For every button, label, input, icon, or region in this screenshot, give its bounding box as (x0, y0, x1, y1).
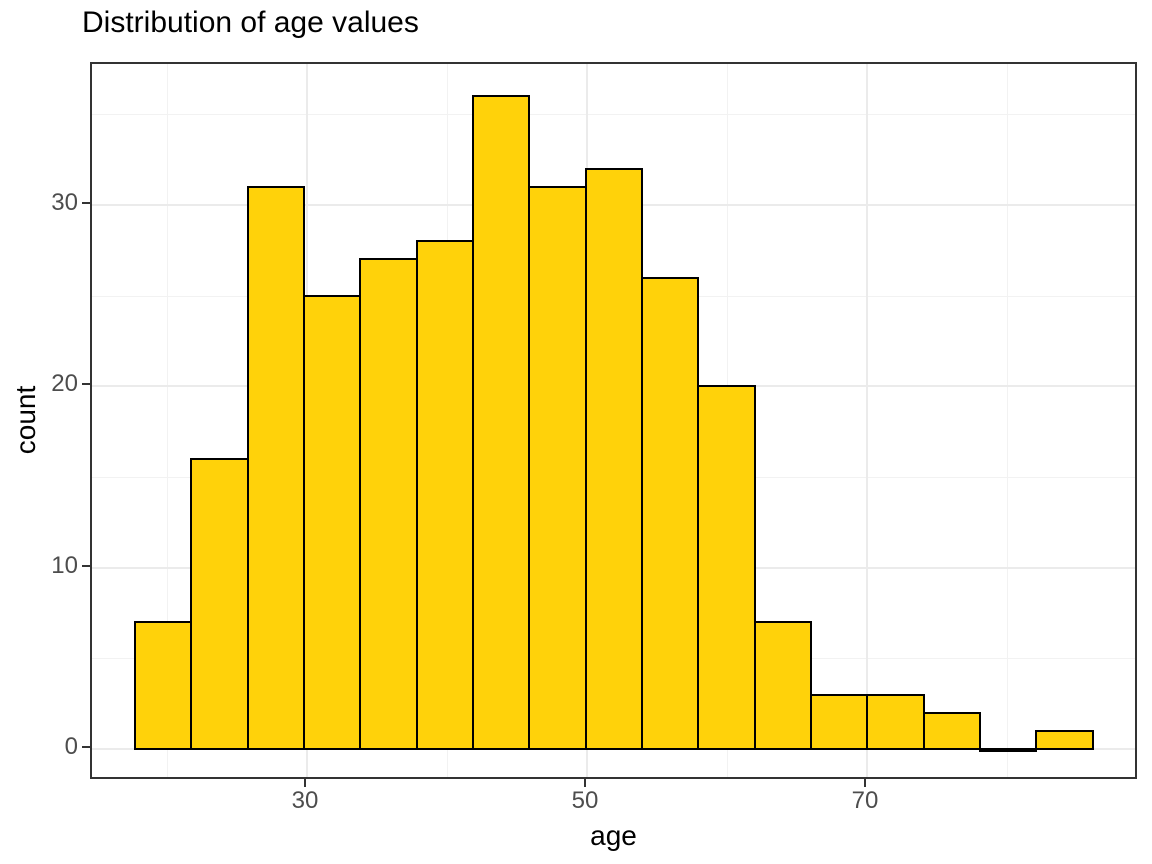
histogram-bar (471, 95, 531, 750)
x-major-gridline (866, 64, 868, 777)
x-minor-gridline (167, 64, 168, 777)
histogram-bar (753, 621, 812, 750)
x-tick-mark (584, 779, 586, 787)
y-tick-label: 30 (51, 189, 78, 216)
y-axis-label: count (10, 385, 41, 455)
histogram-bar (133, 621, 193, 750)
histogram-bar (1035, 729, 1094, 750)
y-tick-label: 0 (64, 733, 78, 760)
x-tick-mark (864, 779, 866, 787)
histogram-bar (640, 276, 700, 750)
histogram-bar (922, 711, 981, 750)
y-tick-label: 20 (51, 370, 78, 398)
histogram-bar (809, 693, 869, 750)
y-minor-gridline (92, 114, 1135, 116)
histogram-bar (584, 167, 643, 750)
plot-panel (90, 62, 1137, 779)
y-tick-label: 10 (51, 551, 78, 579)
histogram-bar (359, 258, 418, 750)
y-tick-mark (82, 383, 90, 386)
histogram-bar (528, 185, 587, 750)
x-tick-label: 70 (851, 787, 879, 814)
y-tick-mark (82, 564, 90, 567)
histogram-bar (190, 457, 249, 750)
chart-title: Distribution of age values (82, 6, 419, 39)
y-tick-mark (82, 202, 90, 204)
y-tick-mark (82, 746, 90, 748)
histogram-bar (866, 693, 925, 750)
x-tick-label: 30 (291, 787, 319, 814)
histogram-bar (246, 185, 305, 750)
x-tick-mark (304, 779, 306, 787)
x-minor-gridline (1007, 64, 1008, 777)
x-tick-label: 50 (571, 787, 599, 814)
histogram-bar (978, 748, 1038, 752)
histogram-bar (415, 240, 474, 750)
histogram-bar (302, 294, 362, 750)
x-axis-label: age (590, 820, 637, 851)
histogram-bar (697, 385, 756, 750)
